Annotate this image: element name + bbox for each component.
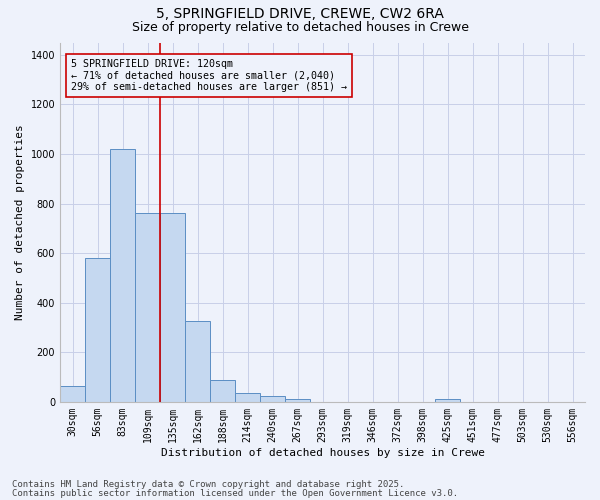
Bar (160, 214, 185, 402)
Bar (435, 399, 460, 402)
Bar (110, 149, 135, 402)
Text: 5 SPRINGFIELD DRIVE: 120sqm
← 71% of detached houses are smaller (2,040)
29% of : 5 SPRINGFIELD DRIVE: 120sqm ← 71% of det… (71, 58, 347, 92)
Bar (185, 322, 210, 402)
Text: 5, SPRINGFIELD DRIVE, CREWE, CW2 6RA: 5, SPRINGFIELD DRIVE, CREWE, CW2 6RA (156, 8, 444, 22)
Text: Contains public sector information licensed under the Open Government Licence v3: Contains public sector information licen… (12, 488, 458, 498)
Bar (260, 396, 285, 402)
Bar (235, 392, 260, 402)
Text: Contains HM Land Registry data © Crown copyright and database right 2025.: Contains HM Land Registry data © Crown c… (12, 480, 404, 489)
Text: Size of property relative to detached houses in Crewe: Size of property relative to detached ho… (131, 21, 469, 34)
Bar (60, 386, 85, 402)
Y-axis label: Number of detached properties: Number of detached properties (15, 124, 25, 320)
X-axis label: Distribution of detached houses by size in Crewe: Distribution of detached houses by size … (161, 448, 485, 458)
Bar (285, 399, 310, 402)
Bar (210, 380, 235, 402)
Bar (135, 214, 160, 402)
Bar (85, 258, 110, 402)
